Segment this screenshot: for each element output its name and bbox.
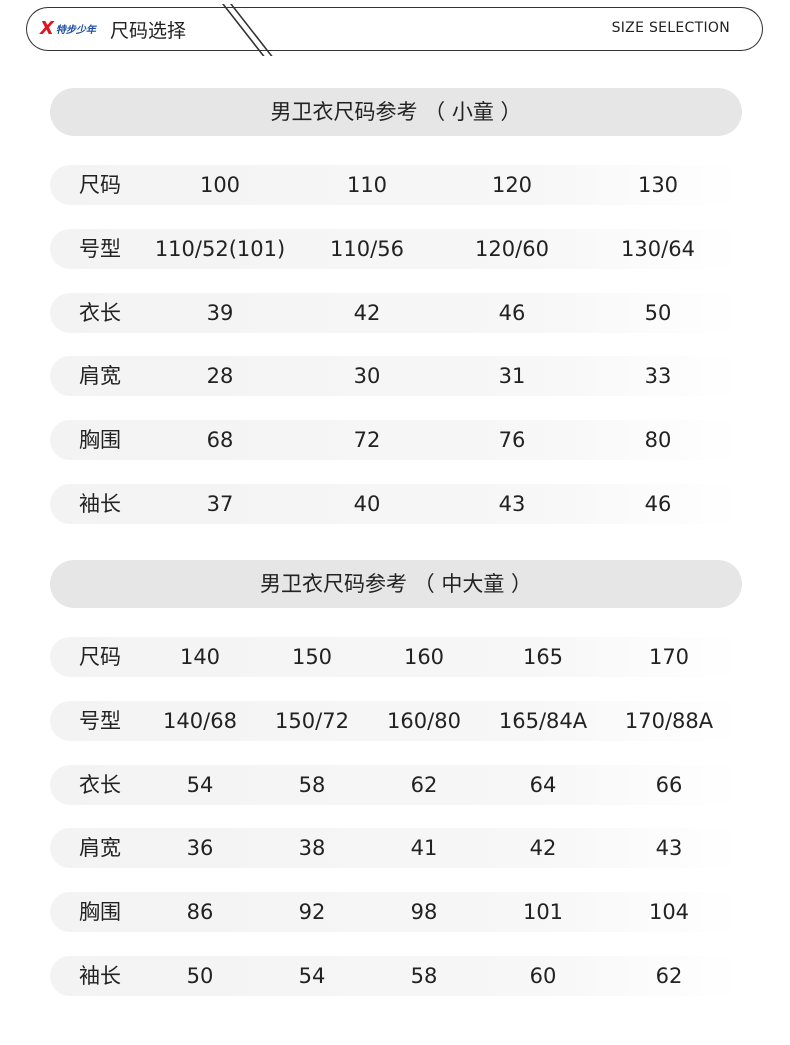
logo-text: 特步少年 — [55, 25, 96, 36]
row-label: 衣长 — [79, 772, 121, 797]
table-cell: 64 — [529, 772, 557, 797]
table-cell: 54 — [186, 772, 214, 797]
table-cell: 30 — [353, 364, 381, 389]
table-cell: 92 — [298, 900, 326, 925]
table-row: 尺码 100 110 120 130 — [50, 165, 742, 205]
row-label: 肩宽 — [79, 836, 121, 861]
brand-logo: X 特步少年 — [40, 18, 96, 39]
table-cell: 40 — [353, 492, 381, 516]
table-cell: 66 — [655, 772, 683, 797]
table-cell: 68 — [206, 428, 234, 453]
row-label: 袖长 — [79, 964, 121, 988]
table-row: 号型 110/52(101) 110/56 120/60 130/64 — [50, 228, 742, 269]
table-cell: 72 — [353, 428, 381, 453]
table-cell: 150 — [291, 645, 333, 669]
table-cell: 28 — [206, 364, 234, 389]
table-row: 袖长 50 54 58 60 62 — [50, 956, 742, 996]
row-label: 袖长 — [79, 492, 121, 516]
table-cell: 140/68 — [163, 708, 237, 733]
row-label: 号型 — [79, 236, 121, 261]
table-cell: 62 — [410, 772, 438, 797]
table-cell: 120 — [491, 173, 533, 197]
table-cell: 120/60 — [475, 236, 549, 261]
row-label: 衣长 — [79, 300, 121, 325]
table-row: 胸围 86 92 98 101 104 — [50, 892, 742, 933]
table-cell: 37 — [206, 492, 234, 516]
table-cell: 110/52(101) — [154, 236, 286, 261]
table-cell: 38 — [298, 836, 326, 861]
row-label: 尺码 — [79, 645, 121, 669]
table-cell: 130 — [637, 173, 679, 197]
table-cell: 43 — [498, 492, 526, 516]
table-cell: 140 — [179, 645, 221, 669]
row-label: 肩宽 — [79, 364, 121, 389]
table-row: 衣长 54 58 62 64 66 — [50, 764, 742, 805]
row-label: 尺码 — [79, 173, 121, 197]
table-cell: 76 — [498, 428, 526, 453]
table-cell: 170 — [648, 645, 690, 669]
table-cell: 100 — [199, 173, 241, 197]
header-right-frame — [226, 7, 763, 51]
table-cell: 33 — [644, 364, 672, 389]
row-label: 胸围 — [79, 900, 121, 925]
table-cell: 36 — [186, 836, 214, 861]
table-cell: 58 — [298, 772, 326, 797]
table-cell: 42 — [529, 836, 557, 861]
table-cell: 165 — [522, 645, 564, 669]
x-logo-icon: X — [40, 18, 54, 39]
table-cell: 46 — [498, 300, 526, 325]
table-cell: 101 — [522, 900, 564, 925]
table-cell: 58 — [410, 964, 438, 988]
table-cell: 54 — [298, 964, 326, 988]
table-cell: 50 — [186, 964, 214, 988]
table-cell: 110 — [346, 173, 388, 197]
table-cell: 170/88A — [624, 708, 714, 733]
table-row: 号型 140/68 150/72 160/80 165/84A 170/88A — [50, 700, 742, 741]
table-cell: 62 — [655, 964, 683, 988]
table-cell: 43 — [655, 836, 683, 861]
section-title: 男卫衣尺码参考 （ 中大童 ） — [50, 560, 742, 608]
page-subtitle: SIZE SELECTION — [611, 20, 730, 36]
table-row: 衣长 39 42 46 50 — [50, 292, 742, 333]
table-row: 尺码 140 150 160 165 170 — [50, 637, 742, 677]
table-cell: 80 — [644, 428, 672, 453]
table-cell: 150/72 — [275, 708, 349, 733]
table-cell: 39 — [206, 300, 234, 325]
page-title: 尺码选择 — [110, 20, 187, 42]
table-row: 袖长 37 40 43 46 — [50, 484, 742, 524]
table-cell: 60 — [529, 964, 557, 988]
section-title: 男卫衣尺码参考 （ 小童 ） — [50, 88, 742, 136]
table-cell: 104 — [648, 900, 690, 925]
table-cell: 160/80 — [387, 708, 461, 733]
header-left-frame — [26, 7, 237, 51]
table-cell: 41 — [410, 836, 438, 861]
table-cell: 31 — [498, 364, 526, 389]
table-cell: 130/64 — [621, 236, 695, 261]
row-label: 胸围 — [79, 428, 121, 453]
table-cell: 42 — [353, 300, 381, 325]
table-row: 肩宽 36 38 41 42 43 — [50, 828, 742, 869]
table-cell: 160 — [403, 645, 445, 669]
table-cell: 50 — [644, 300, 672, 325]
row-label: 号型 — [79, 708, 121, 733]
table-cell: 165/84A — [498, 708, 588, 733]
table-row: 胸围 68 72 76 80 — [50, 420, 742, 461]
table-cell: 86 — [186, 900, 214, 925]
table-cell: 110/56 — [330, 236, 404, 261]
table-row: 肩宽 28 30 31 33 — [50, 356, 742, 397]
table-cell: 98 — [410, 900, 438, 925]
table-cell: 46 — [644, 492, 672, 516]
